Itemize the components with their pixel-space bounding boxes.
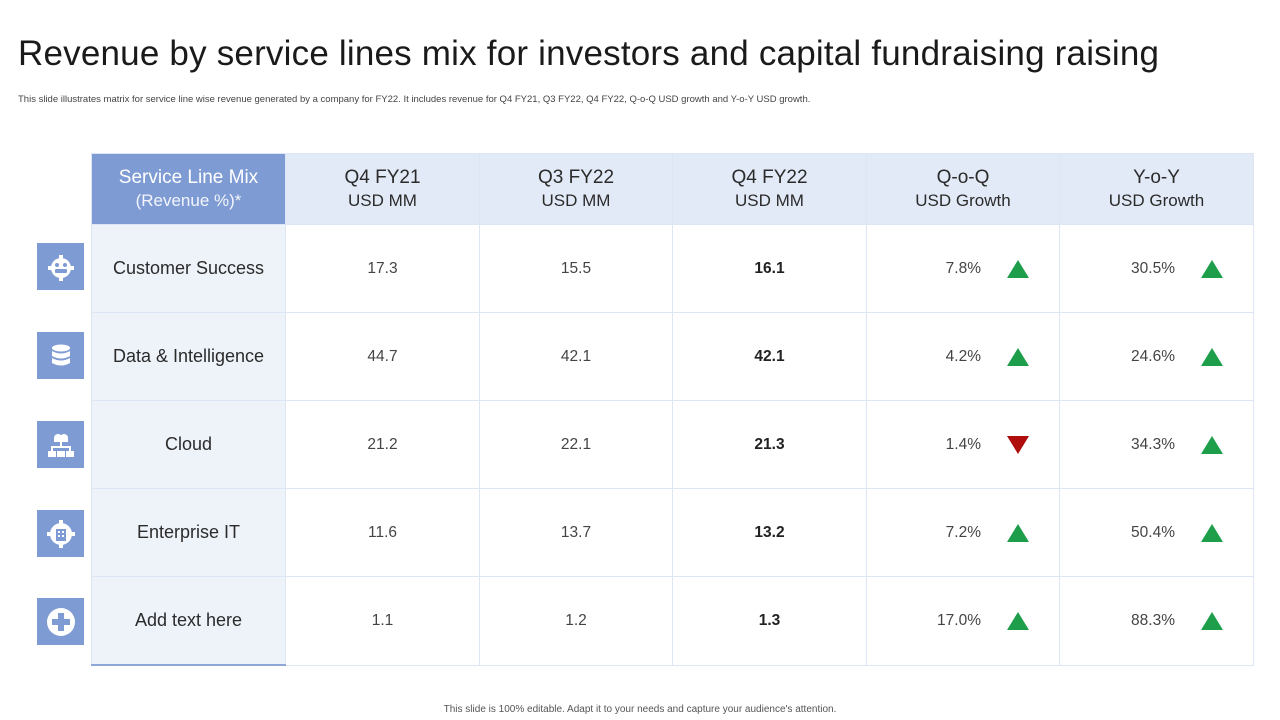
- cell-q3-fy22: 1.2: [479, 576, 673, 666]
- table-row: Customer Success 17.3 15.5 16.1 7.8% 30.…: [91, 224, 1254, 313]
- slide-footer: This slide is 100% editable. Adapt it to…: [443, 704, 837, 715]
- table-row: Add text here 1.1 1.2 1.3 17.0% 88.3%: [91, 576, 1254, 666]
- cell-q4-fy22: 1.3: [672, 576, 867, 666]
- cell-q4-fy21: 1.1: [285, 576, 480, 666]
- cloud-network-icon: [37, 421, 84, 468]
- customer-success-gear-icon: [37, 243, 84, 290]
- plus-circle-icon: [37, 598, 84, 645]
- cell-yoy-growth: 50.4%: [1059, 488, 1254, 577]
- trend-up-icon: [1007, 347, 1029, 366]
- qoq-value: 4.2%: [945, 347, 981, 365]
- slide-title: Revenue by service lines mix for investo…: [18, 34, 1160, 73]
- row-service-name: Enterprise IT: [91, 488, 286, 577]
- header-line1: Q4 FY21: [344, 167, 421, 188]
- cell-yoy-growth: 88.3%: [1059, 576, 1254, 666]
- header-line1: Service Line Mix: [118, 167, 259, 188]
- header-line1: Q-o-Q: [936, 167, 990, 188]
- cell-qoq-growth: 17.0%: [866, 576, 1060, 666]
- header-line1: Q3 FY22: [537, 167, 615, 188]
- qoq-value: 7.8%: [945, 259, 981, 277]
- trend-up-icon: [1007, 523, 1029, 542]
- header-line2: USD MM: [541, 191, 611, 210]
- header-line2: USD Growth: [1108, 191, 1205, 210]
- trend-up-icon: [1201, 523, 1223, 542]
- cell-qoq-growth: 7.8%: [866, 224, 1060, 313]
- cell-q4-fy21: 44.7: [285, 312, 480, 401]
- cell-qoq-growth: 1.4%: [866, 400, 1060, 489]
- cell-q4-fy22: 13.2: [672, 488, 867, 577]
- trend-up-icon: [1201, 611, 1223, 630]
- cell-q3-fy22: 13.7: [479, 488, 673, 577]
- cell-q3-fy22: 15.5: [479, 224, 673, 313]
- header-line2: USD Growth: [915, 191, 1011, 210]
- cell-q4-fy21: 11.6: [285, 488, 480, 577]
- header-line1: Q4 FY22: [731, 167, 808, 188]
- yoy-value: 30.5%: [1131, 259, 1175, 277]
- cell-q4-fy21: 21.2: [285, 400, 480, 489]
- row-service-name: Add text here: [91, 576, 286, 666]
- trend-up-icon: [1201, 347, 1223, 366]
- table-row: Enterprise IT 11.6 13.7 13.2 7.2% 50.4%: [91, 488, 1254, 577]
- cell-qoq-growth: 4.2%: [866, 312, 1060, 401]
- table-row: Data & Intelligence 44.7 42.1 42.1 4.2% …: [91, 312, 1254, 401]
- revenue-matrix-table: Service Line Mix (Revenue %)* Q4 FY21 US…: [91, 153, 1254, 666]
- slide-subtitle: This slide illustrates matrix for servic…: [18, 94, 811, 105]
- cell-q4-fy22: 21.3: [672, 400, 867, 489]
- trend-up-icon: [1007, 259, 1029, 278]
- qoq-value: 1.4%: [945, 435, 981, 453]
- trend-up-icon: [1201, 435, 1223, 454]
- header-qoq-growth: Q-o-Q USD Growth: [866, 153, 1060, 225]
- cell-q3-fy22: 22.1: [479, 400, 673, 489]
- cell-qoq-growth: 7.2%: [866, 488, 1060, 577]
- yoy-value: 50.4%: [1131, 523, 1175, 541]
- header-yoy-growth: Y-o-Y USD Growth: [1059, 153, 1254, 225]
- qoq-value: 7.2%: [945, 523, 981, 541]
- row-service-name: Customer Success: [91, 224, 286, 313]
- table-header-row: Service Line Mix (Revenue %)* Q4 FY21 US…: [91, 153, 1254, 225]
- header-line2: USD MM: [735, 191, 804, 210]
- cell-q4-fy21: 17.3: [285, 224, 480, 313]
- row-service-name: Data & Intelligence: [91, 312, 286, 401]
- header-line2: (Revenue %)*: [135, 191, 242, 210]
- cell-yoy-growth: 34.3%: [1059, 400, 1254, 489]
- cell-q4-fy22: 16.1: [672, 224, 867, 313]
- table-row: Cloud 21.2 22.1 21.3 1.4% 34.3%: [91, 400, 1254, 489]
- yoy-value: 24.6%: [1131, 347, 1175, 365]
- header-q3-fy22: Q3 FY22 USD MM: [479, 153, 673, 225]
- header-line2: USD MM: [348, 191, 417, 210]
- header-q4-fy21: Q4 FY21 USD MM: [285, 153, 480, 225]
- yoy-value: 34.3%: [1131, 435, 1175, 453]
- header-service-line-mix: Service Line Mix (Revenue %)*: [91, 153, 286, 225]
- enterprise-gear-icon: [37, 510, 84, 557]
- row-service-name: Cloud: [91, 400, 286, 489]
- header-q4-fy22: Q4 FY22 USD MM: [672, 153, 867, 225]
- cell-yoy-growth: 30.5%: [1059, 224, 1254, 313]
- qoq-value: 17.0%: [937, 611, 981, 629]
- cell-q4-fy22: 42.1: [672, 312, 867, 401]
- cell-yoy-growth: 24.6%: [1059, 312, 1254, 401]
- yoy-value: 88.3%: [1131, 611, 1175, 629]
- trend-up-icon: [1201, 259, 1223, 278]
- database-icon: [37, 332, 84, 379]
- header-line1: Y-o-Y: [1133, 167, 1180, 188]
- trend-down-icon: [1007, 435, 1029, 454]
- cell-q3-fy22: 42.1: [479, 312, 673, 401]
- trend-up-icon: [1007, 611, 1029, 630]
